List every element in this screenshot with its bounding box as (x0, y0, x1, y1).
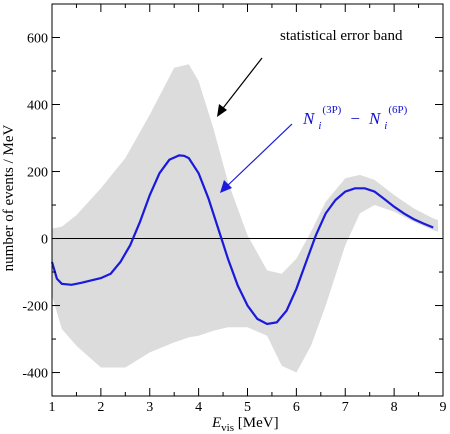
x-axis-title: Evis [MeV] (211, 415, 279, 434)
x-axis-title-unit: [MeV] (234, 415, 279, 431)
series-label-n2: N (368, 109, 382, 128)
x-tick-label: 5 (244, 400, 251, 415)
x-tick-label: 9 (440, 400, 447, 415)
x-axis-title-main: E (211, 415, 221, 431)
series-label-n1: N (302, 109, 316, 128)
y-tick-label: 400 (27, 99, 48, 114)
y-tick-label: 200 (27, 166, 48, 181)
axis-ticks (51, 4, 444, 396)
series-label-arrow (224, 123, 293, 189)
series-label-sup2: (6P) (388, 104, 407, 116)
x-tick-label: 4 (195, 400, 202, 415)
series-line-difference (50, 154, 434, 326)
series-label: N i (3P) − N i (6P) (302, 100, 408, 133)
statistical-error-band (52, 64, 439, 373)
x-tick-label: 1 (49, 400, 56, 415)
x-tick-label: 6 (293, 400, 300, 415)
y-axis-title: number of events / MeV (1, 125, 17, 272)
y-tick-label: 0 (41, 233, 48, 248)
x-tick-label: 7 (342, 400, 349, 415)
y-tick-label: -200 (22, 300, 48, 315)
series-label-minus: − (350, 109, 360, 128)
band-label-arrowhead (217, 104, 227, 117)
y-tick-labels: -400 -200 0 200 400 600 (22, 32, 48, 382)
band-label: statistical error band (280, 28, 403, 44)
series-label-sup1: (3P) (322, 104, 341, 116)
series-label-sub2: i (384, 120, 387, 132)
x-tick-label: 2 (97, 400, 104, 415)
y-tick-label: 600 (27, 32, 48, 47)
band-label-arrow (219, 57, 263, 113)
x-tick-label: 8 (391, 400, 398, 415)
y-tick-label: -400 (22, 367, 48, 382)
series-label-sub1: i (318, 120, 321, 132)
x-tick-labels: 1 2 3 4 5 6 7 8 9 (49, 400, 447, 415)
plot-frame (51, 3, 444, 397)
x-axis-title-sub: vis (221, 422, 234, 434)
x-tick-label: 3 (146, 400, 153, 415)
series-label-arrowhead (220, 180, 232, 193)
